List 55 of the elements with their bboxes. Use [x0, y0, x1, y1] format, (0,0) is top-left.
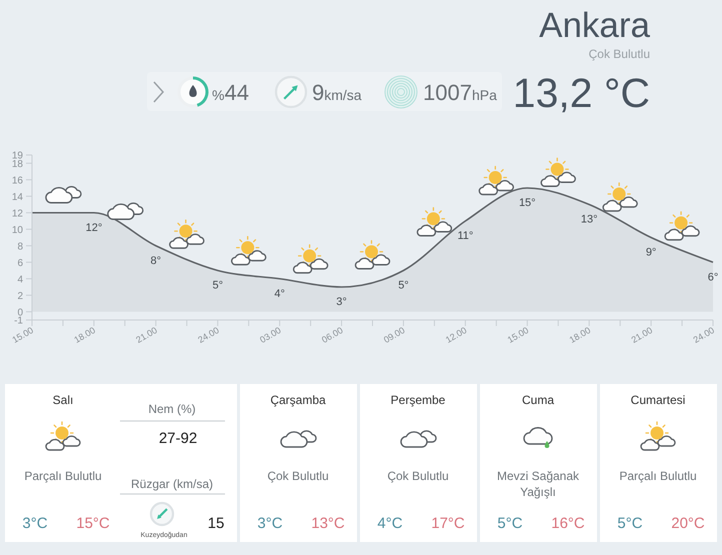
text: 13,2 °C: [512, 70, 650, 116]
text: Çok Bulutlu: [588, 47, 650, 61]
y-tick-label: 8: [17, 241, 24, 252]
text: 16°C: [551, 515, 585, 532]
y-tick-label: -1: [14, 316, 24, 326]
y-tick-label: 12: [12, 208, 24, 220]
data-label: 13°: [580, 214, 598, 226]
y-tick-label: 14: [12, 192, 24, 203]
text: 1007hPa: [423, 80, 498, 105]
data-label: 5°: [212, 280, 223, 292]
y-tick-label: 2: [17, 290, 24, 302]
text: 17°C: [431, 515, 465, 532]
text: 5°C: [497, 515, 523, 532]
data-label: 12°: [86, 222, 102, 234]
text: 27-92: [158, 430, 198, 447]
text: 13°C: [311, 515, 345, 532]
text: 15°C: [76, 515, 110, 532]
x-tick-label: 09.00: [382, 325, 406, 345]
text: Çok Bulutlu: [267, 469, 329, 483]
data-label: 5°: [398, 280, 409, 292]
text: 3°C: [22, 515, 48, 532]
data-label: 11°: [457, 230, 474, 242]
text: Parçalı Bulutlu: [619, 469, 697, 483]
text: 9km/sa: [312, 80, 362, 105]
text: Ankara: [539, 6, 651, 45]
text: 20°C: [671, 515, 705, 532]
text: Mevzi Sağanak Yağışlı: [496, 469, 580, 499]
data-label: 4°: [274, 288, 285, 300]
text: 5°C: [617, 515, 643, 532]
text: Cuma: [522, 393, 554, 407]
data-label: 6°: [708, 271, 718, 284]
y-tick-label: 4: [17, 274, 24, 286]
text: Perşembe: [390, 393, 446, 407]
y-tick-label: 16: [12, 175, 24, 186]
data-label: 15°: [518, 197, 536, 209]
x-tick-label: 03.00: [258, 325, 283, 345]
y-tick-label: 19: [12, 150, 24, 162]
text: 15: [208, 515, 224, 532]
data-label: 9°: [646, 246, 656, 258]
data-label: 3°: [336, 296, 347, 308]
text: Rüzgar (km/sa): [130, 477, 214, 491]
text: Nem (%): [148, 402, 196, 416]
text: 4°C: [377, 515, 403, 532]
y-tick-label: 6: [17, 258, 24, 269]
text: Çok Bulutlu: [387, 469, 449, 483]
text: %44: [212, 80, 249, 105]
text: Cumartesi: [630, 393, 686, 407]
text: Parçalı Bulutlu: [24, 469, 102, 483]
text: Çarşamba: [270, 393, 326, 407]
text: 3°C: [257, 515, 283, 532]
data-label: 8°: [150, 254, 162, 267]
y-tick-label: 10: [12, 224, 24, 236]
text: Salı: [52, 393, 74, 407]
x-tick-label: 06.00: [320, 325, 345, 345]
y-tick-label: 18: [12, 158, 24, 170]
